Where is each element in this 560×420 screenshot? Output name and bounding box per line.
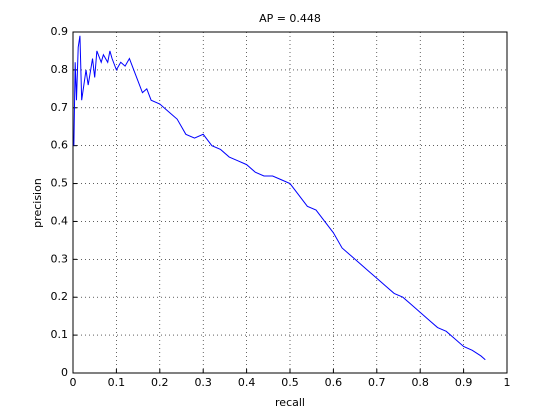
- y-tick-label: 0.2: [51, 290, 69, 303]
- y-axis-label: precision: [31, 178, 44, 228]
- y-tick-label: 0.6: [51, 139, 69, 152]
- x-tick-label: 0.9: [455, 376, 473, 389]
- x-tick-label: 0.7: [368, 376, 386, 389]
- x-tick-label: 0: [70, 376, 77, 389]
- x-tick-label: 0.4: [238, 376, 256, 389]
- x-tick-label: 0.5: [281, 376, 299, 389]
- y-tick-label: 0: [61, 366, 68, 379]
- chart-title: AP = 0.448: [259, 12, 321, 25]
- x-tick-label: 0.8: [411, 376, 429, 389]
- x-axis-label: recall: [275, 396, 305, 409]
- y-tick-label: 0.9: [51, 25, 69, 38]
- y-tick-label: 0.7: [51, 101, 69, 114]
- x-tick-label: 1: [504, 376, 511, 389]
- x-tick-label: 0.1: [108, 376, 126, 389]
- y-tick-label: 0.3: [51, 252, 69, 265]
- y-tick-label: 0.4: [51, 214, 69, 227]
- pr-curve: [73, 35, 486, 361]
- y-tick-label: 0.1: [51, 328, 69, 341]
- y-tick-label: 0.5: [51, 177, 69, 190]
- x-tick-label: 0.3: [194, 376, 212, 389]
- x-tick-label: 0.6: [325, 376, 343, 389]
- y-tick-label: 0.8: [51, 63, 69, 76]
- x-tick-label: 0.2: [151, 376, 169, 389]
- plot-area: [72, 31, 508, 374]
